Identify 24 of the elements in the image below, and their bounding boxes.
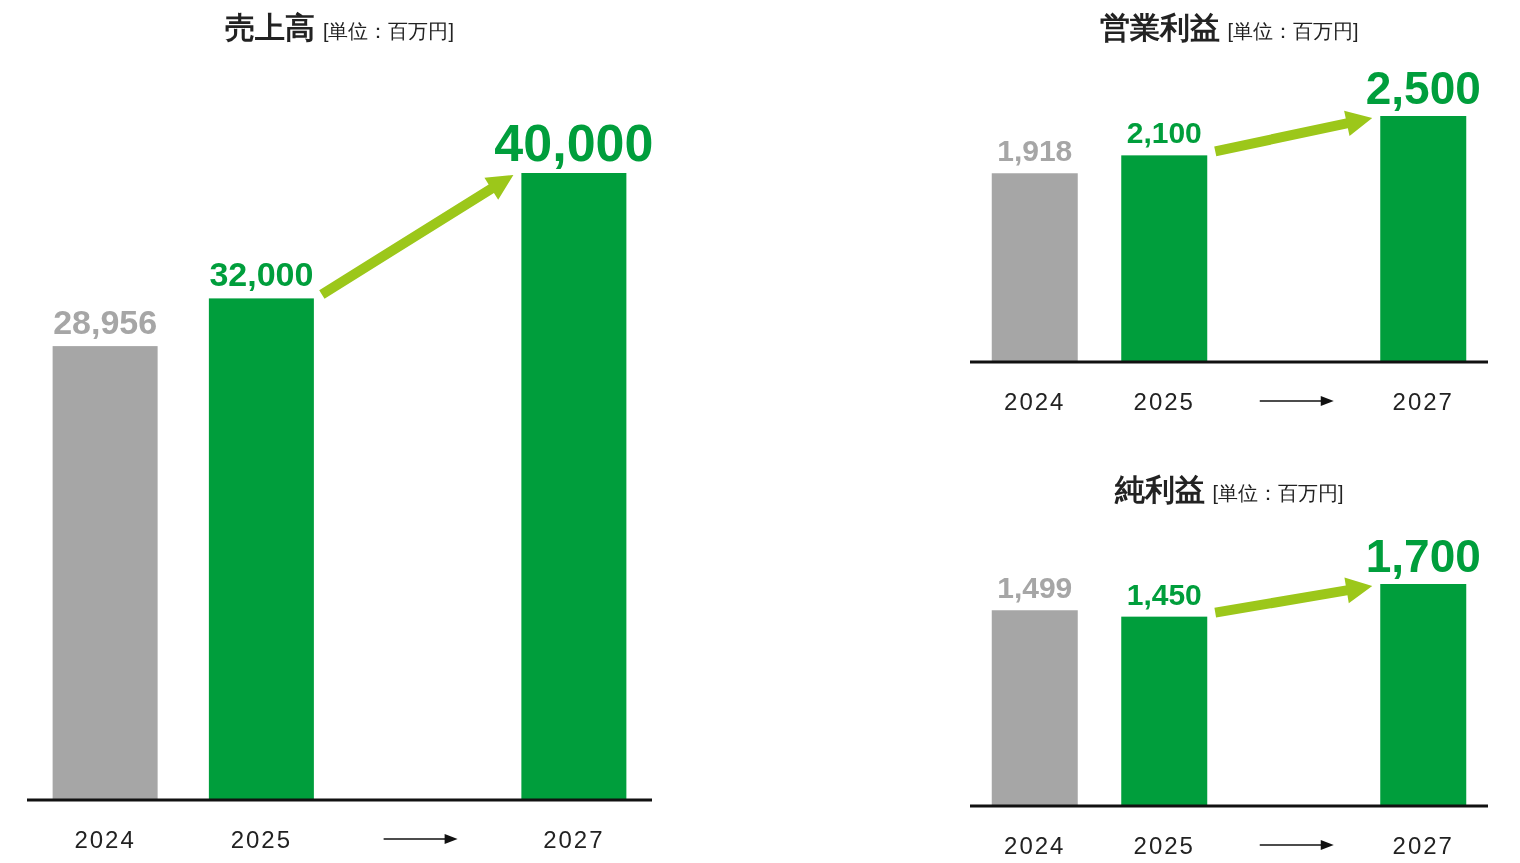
- chart-title: 営業利益: [1099, 11, 1220, 44]
- chart-subtitle: [単位：百万円]: [1212, 482, 1344, 504]
- chart-title: 純利益: [1113, 473, 1205, 506]
- x-tick-label: 2025: [1133, 388, 1195, 415]
- x-tick-label: 2024: [74, 826, 136, 853]
- x-tick-label: 2024: [1004, 388, 1066, 415]
- data-label: 1,499: [997, 571, 1073, 605]
- x-tick-label: 2025: [1133, 832, 1195, 859]
- data-label: 32,000: [209, 255, 314, 294]
- x-tick-label: 2027: [1392, 832, 1454, 859]
- data-label: 2,100: [1126, 116, 1202, 150]
- x-tick-label: 2025: [230, 826, 293, 853]
- chart-subtitle: [単位：百万円]: [1227, 20, 1359, 42]
- chart-title: 売上高: [225, 11, 315, 44]
- chart-subtitle: [単位：百万円]: [323, 20, 454, 42]
- data-label: 40,000: [494, 114, 654, 172]
- data-label: 1,450: [1126, 577, 1202, 611]
- x-tick-label: 2027: [543, 826, 605, 853]
- data-label: 2,500: [1365, 62, 1481, 114]
- x-tick-label: 2024: [1004, 832, 1066, 859]
- data-label: 1,700: [1365, 530, 1481, 582]
- data-label: 28,956: [53, 303, 158, 342]
- x-tick-label: 2027: [1392, 388, 1454, 415]
- data-label: 1,918: [997, 134, 1073, 168]
